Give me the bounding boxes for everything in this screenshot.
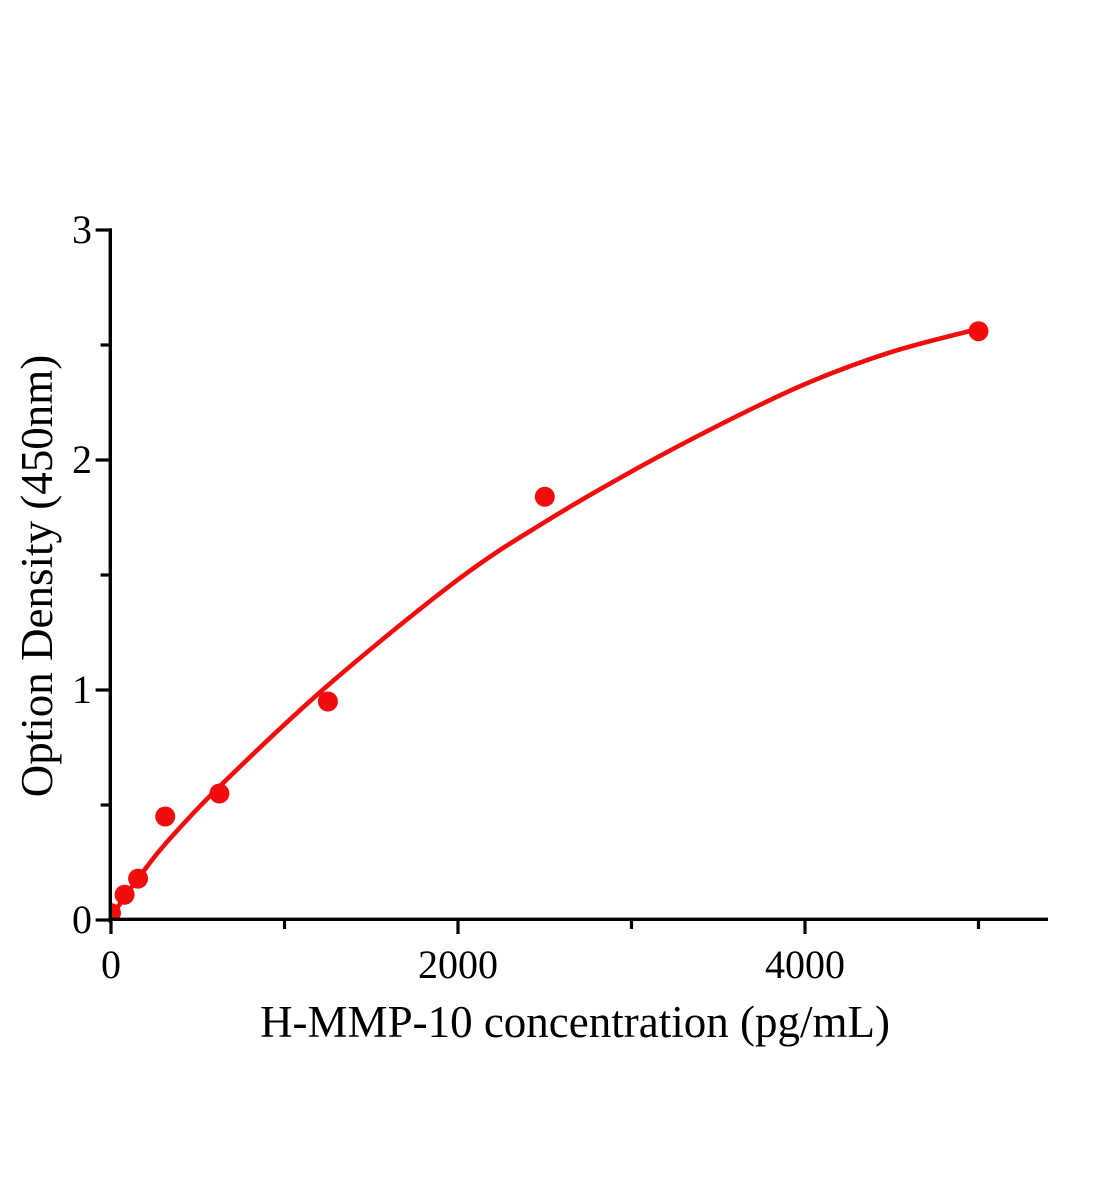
data-point [111, 903, 121, 920]
y-tick-label: 0 [72, 897, 92, 942]
x-tick-label: 4000 [765, 942, 845, 987]
fit-curve-layer [111, 326, 981, 920]
data-point [317, 691, 338, 712]
data-point [155, 806, 176, 827]
data-point [534, 486, 555, 507]
x-tick-label: 2000 [418, 942, 498, 987]
y-tick-label: 2 [72, 437, 92, 482]
fit-curve-line [111, 326, 981, 920]
data-point [128, 868, 149, 889]
axis-tick-labels: 0 2000 4000 0 1 2 3 [72, 207, 845, 987]
y-tick-label: 3 [72, 207, 92, 252]
x-axis-title: H-MMP-10 concentration (pg/mL) [260, 997, 890, 1047]
data-point [209, 783, 230, 804]
y-axis-title: Option Density (450nm) [12, 355, 62, 797]
axis-lines [108, 228, 1048, 923]
data-points-layer [111, 321, 989, 920]
x-tick-label: 0 [101, 942, 121, 987]
y-tick-label: 1 [72, 667, 92, 712]
data-point [968, 321, 989, 342]
data-point [114, 884, 135, 905]
axis-ticks [95, 228, 981, 934]
